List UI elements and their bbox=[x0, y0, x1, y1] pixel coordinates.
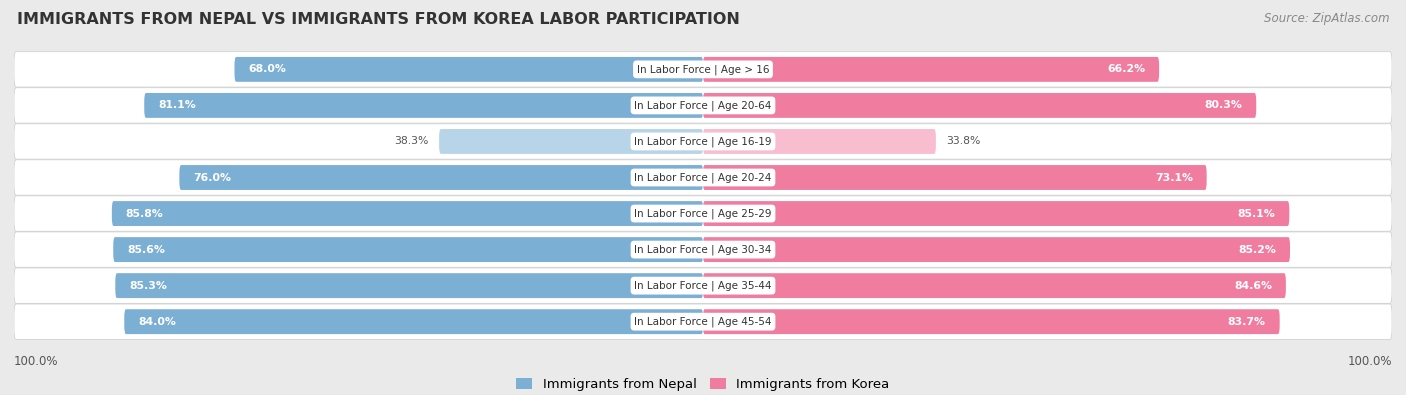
FancyBboxPatch shape bbox=[112, 201, 703, 226]
Text: In Labor Force | Age 25-29: In Labor Force | Age 25-29 bbox=[634, 208, 772, 219]
Text: 68.0%: 68.0% bbox=[249, 64, 287, 74]
FancyBboxPatch shape bbox=[14, 52, 1392, 87]
Text: 100.0%: 100.0% bbox=[14, 355, 59, 368]
FancyBboxPatch shape bbox=[703, 93, 1256, 118]
FancyBboxPatch shape bbox=[703, 237, 1291, 262]
Text: 66.2%: 66.2% bbox=[1107, 64, 1146, 74]
FancyBboxPatch shape bbox=[14, 268, 1392, 303]
Text: IMMIGRANTS FROM NEPAL VS IMMIGRANTS FROM KOREA LABOR PARTICIPATION: IMMIGRANTS FROM NEPAL VS IMMIGRANTS FROM… bbox=[17, 12, 740, 27]
Text: 76.0%: 76.0% bbox=[193, 173, 231, 182]
FancyBboxPatch shape bbox=[703, 129, 936, 154]
FancyBboxPatch shape bbox=[235, 57, 703, 82]
Text: 85.8%: 85.8% bbox=[125, 209, 163, 218]
FancyBboxPatch shape bbox=[14, 196, 1392, 231]
FancyBboxPatch shape bbox=[703, 165, 1206, 190]
FancyBboxPatch shape bbox=[703, 273, 1286, 298]
Text: 84.6%: 84.6% bbox=[1234, 280, 1272, 291]
FancyBboxPatch shape bbox=[439, 129, 703, 154]
FancyBboxPatch shape bbox=[703, 57, 1159, 82]
FancyBboxPatch shape bbox=[14, 304, 1392, 339]
FancyBboxPatch shape bbox=[124, 309, 703, 334]
Text: 80.3%: 80.3% bbox=[1205, 100, 1243, 111]
Text: In Labor Force | Age 45-54: In Labor Force | Age 45-54 bbox=[634, 316, 772, 327]
Text: In Labor Force | Age 20-64: In Labor Force | Age 20-64 bbox=[634, 100, 772, 111]
FancyBboxPatch shape bbox=[115, 273, 703, 298]
Text: In Labor Force | Age 16-19: In Labor Force | Age 16-19 bbox=[634, 136, 772, 147]
Text: In Labor Force | Age 30-34: In Labor Force | Age 30-34 bbox=[634, 245, 772, 255]
Text: 85.1%: 85.1% bbox=[1237, 209, 1275, 218]
Text: In Labor Force | Age 20-24: In Labor Force | Age 20-24 bbox=[634, 172, 772, 183]
Text: 83.7%: 83.7% bbox=[1227, 317, 1265, 327]
FancyBboxPatch shape bbox=[14, 124, 1392, 159]
FancyBboxPatch shape bbox=[14, 232, 1392, 267]
Text: Source: ZipAtlas.com: Source: ZipAtlas.com bbox=[1264, 12, 1389, 25]
Text: 84.0%: 84.0% bbox=[138, 317, 176, 327]
Text: 85.6%: 85.6% bbox=[127, 245, 165, 255]
FancyBboxPatch shape bbox=[703, 201, 1289, 226]
Text: In Labor Force | Age 35-44: In Labor Force | Age 35-44 bbox=[634, 280, 772, 291]
Text: 33.8%: 33.8% bbox=[946, 136, 980, 147]
FancyBboxPatch shape bbox=[145, 93, 703, 118]
Text: 85.3%: 85.3% bbox=[129, 280, 167, 291]
FancyBboxPatch shape bbox=[14, 88, 1392, 123]
FancyBboxPatch shape bbox=[14, 160, 1392, 195]
Text: In Labor Force | Age > 16: In Labor Force | Age > 16 bbox=[637, 64, 769, 75]
Text: 85.2%: 85.2% bbox=[1239, 245, 1277, 255]
FancyBboxPatch shape bbox=[114, 237, 703, 262]
Legend: Immigrants from Nepal, Immigrants from Korea: Immigrants from Nepal, Immigrants from K… bbox=[512, 373, 894, 395]
Text: 100.0%: 100.0% bbox=[1347, 355, 1392, 368]
Text: 73.1%: 73.1% bbox=[1154, 173, 1192, 182]
Text: 38.3%: 38.3% bbox=[395, 136, 429, 147]
Text: 81.1%: 81.1% bbox=[157, 100, 195, 111]
FancyBboxPatch shape bbox=[703, 309, 1279, 334]
FancyBboxPatch shape bbox=[180, 165, 703, 190]
